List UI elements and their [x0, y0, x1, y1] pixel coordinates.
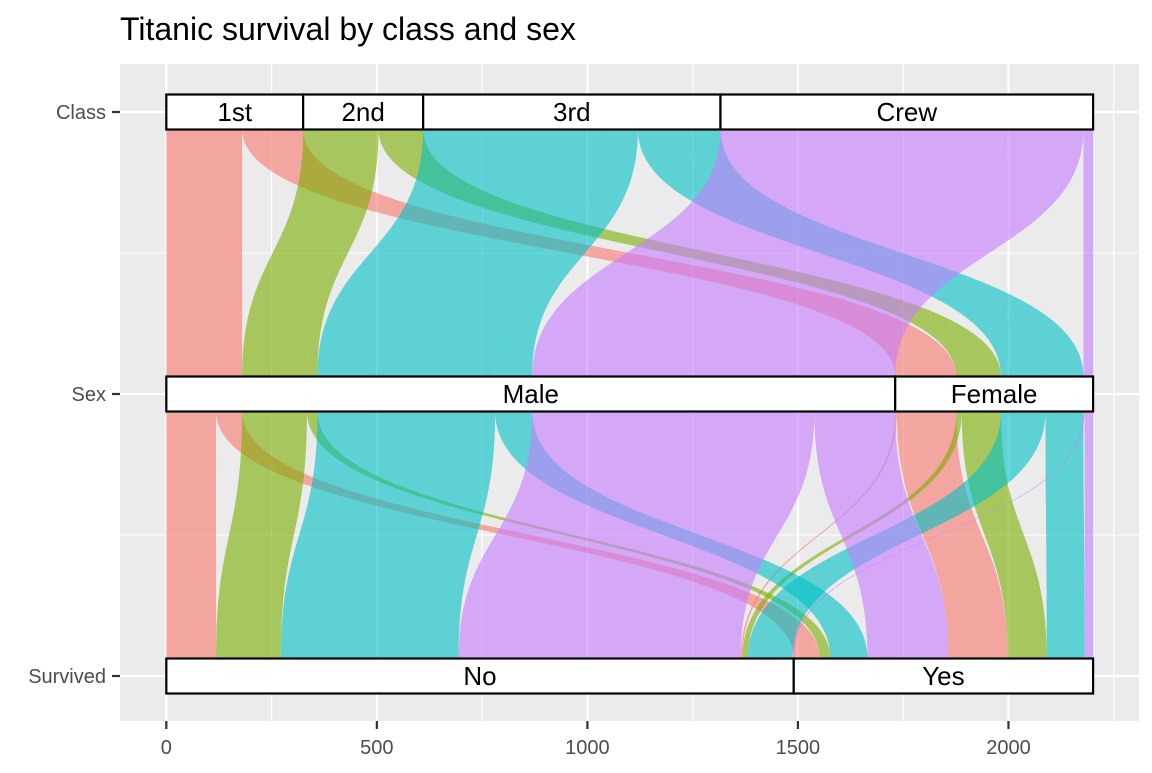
- stratum-label-no: No: [463, 661, 496, 691]
- flow-2nd-male-no-upper: [242, 129, 369, 377]
- flow-2nd-male-no-lower: [216, 411, 307, 659]
- y-tick-label-survived: Survived: [28, 666, 106, 688]
- flow-1st-male-yes-upper: [216, 129, 243, 377]
- flow-crew-male-no-lower: [458, 411, 815, 659]
- x-tick-label: 1000: [565, 737, 610, 759]
- stratum-box-male: [165, 375, 897, 413]
- flow-1st-male-no-upper: [166, 129, 217, 377]
- y-tick-label-class: Class: [56, 102, 106, 124]
- stratum-label-female: Female: [951, 379, 1038, 409]
- flow-crew-male-no-upper: [532, 129, 1003, 377]
- flow-crew-female-no-lower: [792, 411, 1085, 659]
- x-tick-label: 1500: [776, 737, 821, 759]
- stratum-box-no: [165, 657, 795, 695]
- x-tick-label: 2000: [986, 737, 1031, 759]
- stratum-label-male: Male: [503, 379, 559, 409]
- stratum-box-3rd: [422, 93, 722, 131]
- flow-3rd-female-yes-lower: [1045, 411, 1085, 659]
- flow-crew-male-yes-lower: [814, 411, 949, 659]
- x-axis: 0 500 1000 1500 2000: [161, 721, 1031, 759]
- flow-3rd-male-no-upper: [317, 129, 601, 377]
- flow-crew-female-yes-upper: [1084, 129, 1094, 377]
- stratum-label-3rd: 3rd: [553, 97, 591, 127]
- stratum-label-2nd: 2nd: [341, 97, 384, 127]
- flow-crew-female-no-upper: [1083, 129, 1085, 377]
- stratum-box-1st: [165, 93, 305, 131]
- strata: 1st 2nd 3rd Crew Male Female No Yes: [165, 93, 1095, 695]
- flow-1st-female-yes-upper: [243, 129, 957, 377]
- flow-3rd-male-yes-upper: [495, 129, 638, 377]
- stratum-box-female: [894, 375, 1095, 413]
- flow-3rd-male-no-lower: [280, 411, 496, 659]
- flow-crew-male-yes-upper: [814, 129, 1084, 377]
- stratum-box-crew: [719, 93, 1095, 131]
- stratum-label-1st: 1st: [217, 97, 252, 127]
- flow-1st-female-no-lower: [740, 411, 897, 659]
- y-axis: Class Sex Survived: [28, 102, 120, 688]
- stratum-label-yes: Yes: [922, 661, 964, 691]
- flow-crew-female-yes-lower: [1084, 411, 1094, 659]
- y-tick-label-sex: Sex: [72, 384, 106, 406]
- flows-class-to-sex: [166, 129, 1094, 377]
- stratum-box-yes: [792, 657, 1095, 695]
- flows-sex-to-survived: [166, 411, 1094, 659]
- flow-1st-female-yes-lower: [896, 411, 1008, 659]
- stratum-label-crew: Crew: [876, 97, 937, 127]
- x-tick-label: 500: [360, 737, 393, 759]
- x-tick-label: 0: [161, 737, 172, 759]
- flow-2nd-male-yes-upper: [306, 129, 379, 377]
- flow-1st-male-no-lower: [166, 411, 217, 659]
- chart-title: Titanic survival by class and sex: [120, 11, 576, 47]
